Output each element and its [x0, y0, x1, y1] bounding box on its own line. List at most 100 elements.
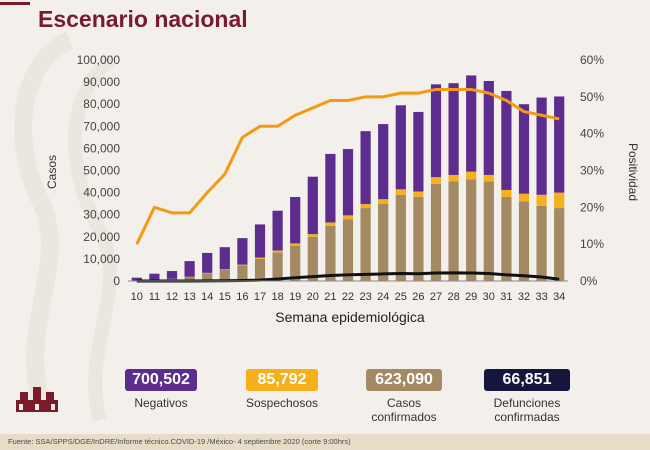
x-tick-label: 15	[219, 291, 231, 303]
bar-negativos	[184, 261, 195, 277]
x-tick-label: 24	[377, 291, 389, 303]
bar-casos-confirmados	[378, 203, 389, 281]
bar-negativos	[448, 83, 459, 175]
bar-casos-confirmados	[413, 197, 424, 281]
bar-negativos	[554, 96, 565, 193]
x-tick-label: 33	[535, 291, 547, 303]
x-tick-label: 13	[183, 291, 195, 303]
bar-negativos	[237, 238, 248, 265]
y-tick-label: 70,000	[83, 119, 120, 133]
bar-sospechosos	[395, 189, 406, 195]
x-tick-label: 12	[166, 291, 178, 303]
bar-negativos	[272, 210, 283, 251]
bar-casos-confirmados	[307, 236, 318, 281]
y2-tick-label: 30%	[580, 164, 604, 178]
bar-casos-confirmados	[395, 194, 406, 281]
chart-axes: 0 10,000 20,000 30,000 40,000 50,000 60,000 70,…	[77, 53, 605, 303]
y2-tick-label: 10%	[580, 237, 604, 251]
y2-tick-label: 60%	[580, 53, 604, 67]
x-tick-label: 28	[447, 291, 459, 303]
bar-casos-confirmados	[430, 183, 442, 281]
x-tick-label: 23	[359, 291, 371, 303]
x-tick-label: 26	[412, 291, 424, 303]
y-tick-label: 80,000	[83, 97, 120, 111]
y-axis-label-left: Casos	[45, 155, 59, 189]
x-tick-label: 31	[500, 291, 512, 303]
bar-casos-confirmados	[536, 205, 547, 281]
x-tick-label: 11	[149, 291, 160, 303]
bar-sospechosos	[272, 250, 283, 253]
stat-defunciones: 66,851 Defunciones confirmadas	[470, 369, 584, 424]
bar-sospechosos	[254, 257, 266, 259]
bar-negativos	[518, 104, 530, 194]
bar-negativos	[166, 271, 178, 279]
x-tick-label: 18	[271, 291, 283, 303]
bar-negativos	[219, 247, 230, 270]
x-axis-label: Semana epidemiológica	[275, 309, 425, 325]
stat-label: Defunciones confirmadas	[493, 396, 561, 424]
x-tick-label: 10	[131, 291, 143, 303]
y-tick-label: 30,000	[83, 208, 120, 222]
bar-negativos	[202, 252, 213, 273]
stat-label: Casos confirmados	[371, 396, 437, 424]
bar-sospechosos	[448, 174, 459, 182]
chart-bars	[131, 75, 565, 281]
footer-source: Fuente: SSA/SPPS/DGE/InDRE/Informe técni…	[8, 437, 351, 446]
bar-sospechosos	[466, 171, 477, 180]
y2-tick-label: 50%	[580, 90, 604, 104]
bar-casos-confirmados	[237, 265, 248, 281]
chart: 0 10,000 20,000 30,000 40,000 50,000 60,000 70,…	[45, 53, 640, 325]
stat-casos-confirmados: 623,090 Casos confirmados	[356, 369, 452, 424]
stat-value: 85,792	[246, 369, 318, 391]
page-title: Escenario nacional	[38, 6, 248, 32]
stat-label: Negativos	[134, 396, 188, 410]
title-accent-line	[0, 2, 30, 5]
y-tick-label: 10,000	[83, 252, 120, 266]
y-tick-label: 50,000	[83, 164, 120, 178]
x-tick-label: 29	[465, 291, 477, 303]
x-tick-label: 20	[307, 291, 319, 303]
x-tick-label: 21	[324, 291, 336, 303]
bar-negativos	[325, 153, 336, 223]
bar-sospechosos	[430, 177, 442, 184]
bar-negativos	[307, 176, 318, 235]
bar-sospechosos	[378, 199, 389, 204]
x-tick-label: 30	[483, 291, 495, 303]
y2-tick-label: 40%	[580, 127, 604, 141]
y-tick-label: 40,000	[83, 186, 120, 200]
stat-value: 700,502	[125, 369, 197, 391]
bar-negativos	[254, 224, 266, 258]
bar-negativos	[430, 84, 442, 178]
bar-sospechosos	[290, 243, 301, 246]
stat-sospechosos: 85,792 Sospechosos	[237, 369, 327, 410]
x-tick-label: 27	[430, 291, 442, 303]
bar-sospechosos	[360, 204, 371, 209]
y-axis-label-right: Positividad	[626, 143, 640, 201]
logo-icon	[16, 387, 58, 412]
bar-casos-confirmados	[272, 252, 283, 281]
bar-sospechosos	[325, 222, 336, 226]
bar-casos-confirmados	[342, 219, 354, 281]
bar-negativos	[466, 75, 477, 172]
background-watermark	[14, 31, 117, 422]
bar-sospechosos	[501, 189, 512, 198]
bar-negativos	[483, 80, 494, 175]
bar-sospechosos	[307, 234, 318, 237]
bar-negativos	[395, 105, 406, 190]
bar-negativos	[342, 149, 354, 216]
stat-negativos: 700,502 Negativos	[116, 369, 206, 410]
y-tick-label: 20,000	[83, 230, 120, 244]
bar-negativos	[378, 124, 389, 200]
bar-casos-confirmados	[290, 245, 301, 281]
bar-casos-confirmados	[501, 197, 512, 281]
bar-negativos	[290, 197, 301, 244]
bar-negativos	[360, 131, 371, 205]
bar-casos-confirmados	[466, 179, 477, 281]
bar-sospechosos	[219, 269, 230, 270]
y-tick-label: 90,000	[83, 75, 120, 89]
x-tick-label: 14	[201, 291, 213, 303]
y-tick-label: 0	[113, 274, 120, 288]
bar-casos-confirmados	[325, 225, 336, 281]
y-tick-label: 60,000	[83, 141, 120, 155]
bar-casos-confirmados	[254, 258, 266, 281]
